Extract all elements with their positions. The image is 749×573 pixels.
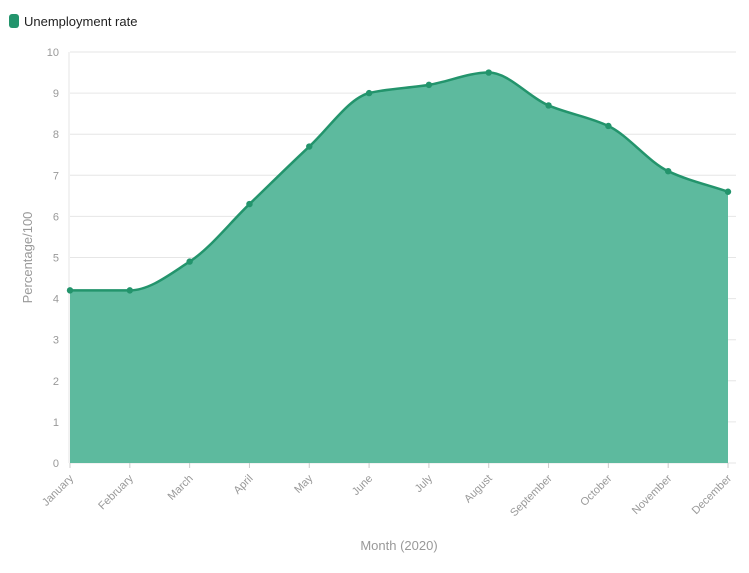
x-tick-label: January [40,472,77,509]
data-point[interactable] [664,167,672,175]
data-point[interactable] [425,81,433,89]
data-point[interactable] [485,69,492,76]
y-tick-label: 7 [53,170,59,182]
x-tick-label: July [413,472,436,495]
y-tick-label: 0 [53,458,59,470]
x-axis-ticks: January February March April May June July Augu… [40,463,734,519]
y-tick-label: 6 [53,211,59,223]
y-tick-label: 1 [53,417,59,429]
x-tick-label: September [508,472,555,519]
y-tick-label: 9 [53,88,59,100]
data-point[interactable] [66,287,74,294]
x-tick-label: May [292,472,316,496]
data-point[interactable] [365,89,373,97]
y-tick-label: 4 [53,294,59,306]
data-point[interactable] [605,122,612,130]
y-axis-title: Percentage/100 [20,212,35,304]
area-fill [70,72,728,464]
x-tick-label: October [578,472,614,508]
x-tick-label: November [630,472,675,517]
y-tick-label: 10 [47,47,59,59]
x-axis-title: Month (2020) [360,538,437,553]
x-tick-label: December [690,472,735,517]
y-tick-label: 2 [53,376,59,388]
legend-swatch [9,14,19,28]
data-point[interactable] [545,102,552,109]
legend-label: Unemployment rate [24,13,138,29]
x-tick-label: April [232,473,256,497]
data-point[interactable] [246,200,253,208]
x-tick-label: June [350,473,375,498]
data-points [66,69,732,294]
y-tick-label: 5 [53,253,59,265]
y-axis-ticks: 0 1 2 3 4 5 6 7 8 9 10 [47,47,59,470]
x-tick-label: August [462,473,495,506]
x-tick-label: March [166,473,196,503]
data-point[interactable] [126,287,134,294]
data-point[interactable] [306,143,313,150]
data-point[interactable] [186,258,193,265]
data-point[interactable] [724,188,732,195]
y-tick-label: 8 [53,129,59,141]
legend[interactable]: Unemployment rate [9,12,137,30]
y-tick-label: 3 [53,335,59,347]
x-tick-label: February [96,472,136,512]
